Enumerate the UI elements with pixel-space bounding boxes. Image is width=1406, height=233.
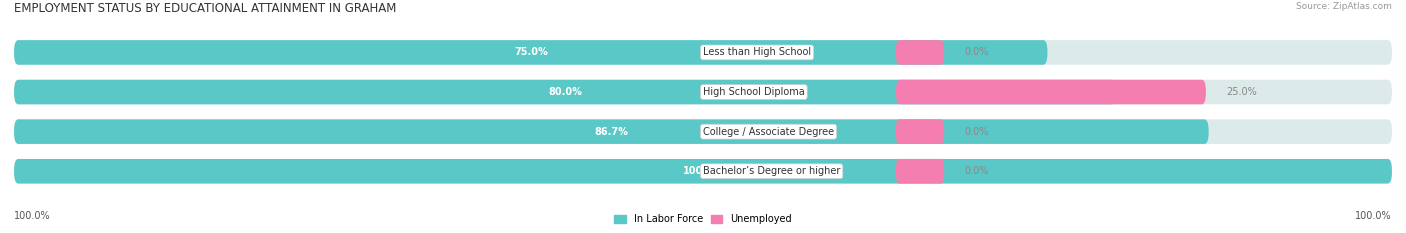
Text: Bachelor’s Degree or higher: Bachelor’s Degree or higher [703, 166, 841, 176]
Text: Source: ZipAtlas.com: Source: ZipAtlas.com [1296, 2, 1392, 11]
FancyBboxPatch shape [14, 119, 1209, 144]
Text: 100.0%: 100.0% [683, 166, 723, 176]
FancyBboxPatch shape [896, 80, 1206, 104]
Text: 100.0%: 100.0% [1355, 211, 1392, 221]
FancyBboxPatch shape [14, 40, 1047, 65]
Text: High School Diploma: High School Diploma [703, 87, 804, 97]
Text: 75.0%: 75.0% [513, 48, 548, 57]
FancyBboxPatch shape [896, 159, 945, 184]
FancyBboxPatch shape [14, 159, 1392, 184]
FancyBboxPatch shape [896, 40, 945, 65]
FancyBboxPatch shape [14, 80, 1116, 104]
FancyBboxPatch shape [14, 40, 1392, 65]
Text: 0.0%: 0.0% [965, 166, 990, 176]
FancyBboxPatch shape [896, 119, 945, 144]
Text: College / Associate Degree: College / Associate Degree [703, 127, 834, 137]
Legend: In Labor Force, Unemployed: In Labor Force, Unemployed [610, 210, 796, 228]
Text: 80.0%: 80.0% [548, 87, 582, 97]
Text: 0.0%: 0.0% [965, 127, 990, 137]
Text: 100.0%: 100.0% [14, 211, 51, 221]
Text: 86.7%: 86.7% [595, 127, 628, 137]
Text: EMPLOYMENT STATUS BY EDUCATIONAL ATTAINMENT IN GRAHAM: EMPLOYMENT STATUS BY EDUCATIONAL ATTAINM… [14, 2, 396, 15]
FancyBboxPatch shape [14, 80, 1392, 104]
FancyBboxPatch shape [14, 159, 1392, 184]
Text: 25.0%: 25.0% [1226, 87, 1257, 97]
Text: 0.0%: 0.0% [965, 48, 990, 57]
FancyBboxPatch shape [14, 119, 1392, 144]
Text: Less than High School: Less than High School [703, 48, 811, 57]
